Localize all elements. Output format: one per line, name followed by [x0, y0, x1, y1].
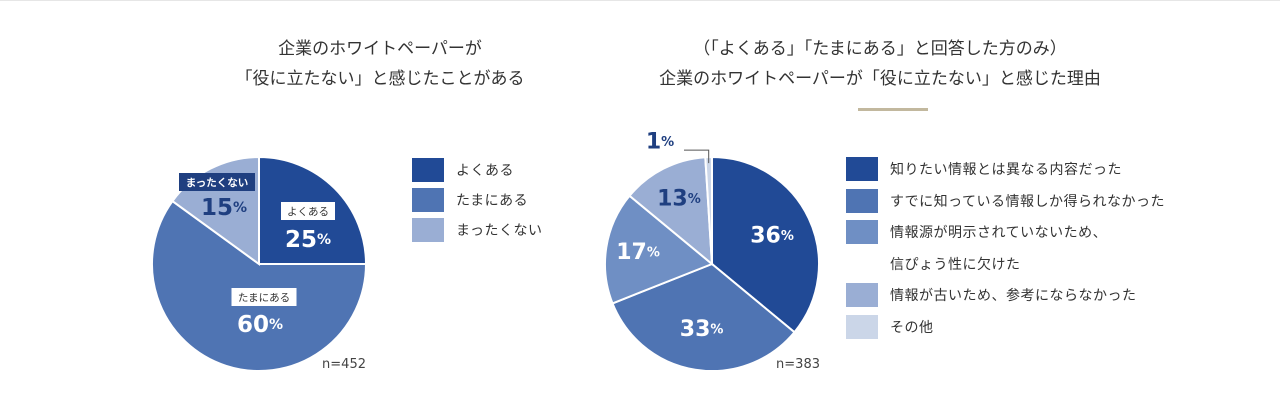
legend1-label-0: 知りたい情報とは異なる内容だった: [890, 162, 1122, 178]
pie1-slice-1: [611, 262, 796, 372]
top-divider: [0, 0, 1280, 1]
pie1-value-4: 1%: [646, 130, 674, 155]
legend0-item-2: まったくない: [412, 218, 542, 242]
pie1-value-1: 33%: [680, 317, 724, 342]
legend0-swatch-2: [412, 218, 444, 242]
legend1-item-2-line-0: 情報源が明示されていないため、: [846, 220, 1107, 244]
legend1-swatch-2: [846, 252, 878, 276]
right-legend: 知りたい情報とは異なる内容だったすでに知っている情報しか得られなかった 情報源が明…: [846, 157, 1186, 347]
legend1-label-2: 信ぴょう性に欠けた: [890, 256, 1021, 273]
legend1-swatch-4: [846, 314, 878, 339]
legend0-label-1: たまにある: [456, 193, 529, 209]
left-sample-size: n=452: [322, 357, 366, 372]
svg-text:よくある: よくある: [287, 206, 329, 218]
pie1-leader-line: [684, 149, 710, 164]
svg-text:たまにある: たまにある: [238, 292, 290, 304]
right-sample-size: n=383: [776, 357, 820, 372]
pie1-slice-3: [628, 156, 714, 267]
legend1-swatch-2: [846, 220, 878, 244]
legend0-item-1: たまにある: [412, 188, 528, 212]
left-chart-title: 企業のホワイトペーパーが 「役に立たない」と感じたことがある: [230, 34, 530, 94]
right-chart-title: （「よくある」「たまにある」と回答した方のみ） 企業のホワイトペーパーが「役に立…: [640, 34, 1120, 94]
legend1-label-1: すでに知っている情報しか得られなかった: [890, 193, 1165, 210]
legend1-swatch-3: [846, 283, 878, 307]
pie0-tag-1: たまにある: [231, 288, 297, 306]
svg-text:まったくない: まったくない: [186, 177, 249, 189]
left-legend: よくあるたまにあるまったくない: [412, 158, 592, 258]
legend1-item-3: 情報が古いため、参考にならなかった: [846, 283, 1137, 307]
pie0-tag-2: まったくない: [179, 173, 255, 191]
pie0-slice-1: [151, 199, 368, 372]
legend1-item-2-line-1: 信ぴょう性に欠けた: [846, 252, 1021, 276]
legend1-swatch-0: [846, 157, 878, 181]
right-title-line-1: （「よくある」「たまにある」と回答した方のみ）: [693, 39, 1067, 59]
pie0-tag-0: よくある: [281, 202, 335, 220]
left-title-line-1: 企業のホワイトペーパーが: [278, 39, 482, 59]
legend1-swatch-1: [846, 188, 878, 213]
pie1-slice-0: [711, 155, 820, 334]
legend0-label-2: まったくない: [456, 223, 543, 239]
title-underline: [858, 108, 928, 111]
legend1-label-2: 情報源が明示されていないため、: [890, 225, 1108, 241]
pie1-slice-2: [604, 194, 714, 305]
left-title-line-2: 「役に立たない」と感じたことがある: [235, 69, 525, 89]
legend1-item-1: すでに知っている情報しか得られなかった: [846, 188, 1165, 213]
legend0-swatch-0: [412, 158, 444, 182]
legend1-item-0: 知りたい情報とは異なる内容だった: [846, 157, 1122, 181]
legend1-label-4: その他: [890, 319, 934, 336]
legend0-swatch-1: [412, 188, 444, 212]
legend1-label-3: 情報が古いため、参考にならなかった: [890, 288, 1137, 304]
legend0-item-0: よくある: [412, 158, 514, 182]
right-title-line-2: 企業のホワイトペーパーが「役に立たない」と感じた理由: [659, 69, 1101, 89]
legend1-item-4: その他: [846, 314, 934, 339]
legend0-label-0: よくある: [456, 163, 514, 179]
